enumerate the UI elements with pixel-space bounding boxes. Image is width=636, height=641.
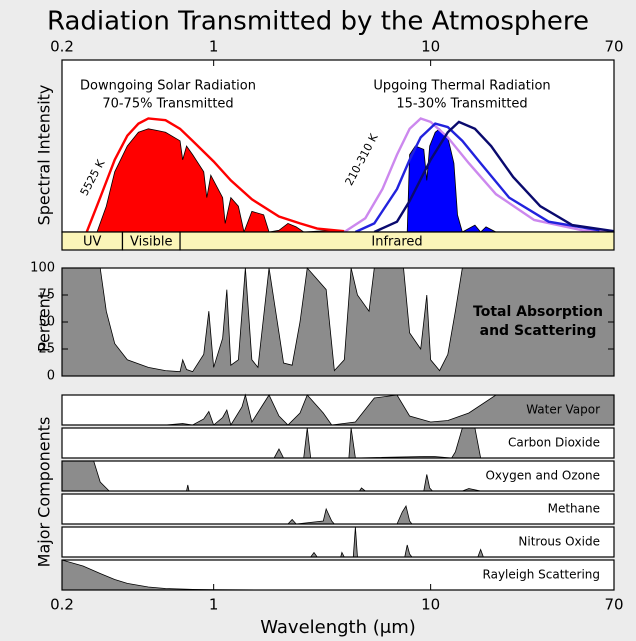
y-tick-label: 25 [38, 342, 55, 357]
line [373, 120, 615, 234]
component-label: Rayleigh Scattering [483, 568, 600, 582]
x-tick-label: 1 [209, 38, 219, 56]
y-tick-label: 100 [30, 261, 55, 276]
panel [62, 560, 614, 590]
y-tick-label: 0 [47, 369, 55, 384]
annotation: Downgoing Solar Radiation [80, 79, 256, 94]
x-axis-label: Wavelength (μm) [260, 617, 416, 638]
band-label: Visible [130, 235, 172, 250]
annotation: and Scattering [480, 323, 597, 339]
x-tick-label: 0.2 [50, 596, 74, 614]
band-label: Infrared [371, 235, 422, 250]
x-tick-label: 70 [604, 38, 623, 56]
y-axis-label: Major Components [35, 417, 54, 568]
y-axis-label: Spectral Intensity [35, 85, 54, 226]
annotation: Upgoing Thermal Radiation [373, 79, 550, 94]
panel-frame [61, 493, 615, 525]
panel-frame [61, 460, 615, 492]
panel [62, 494, 614, 524]
panel [62, 461, 614, 491]
x-tick-label: 10 [421, 38, 440, 56]
x-tick-label: 1 [209, 596, 219, 614]
annotation: 70-75% Transmitted [102, 97, 233, 112]
component-label: Oxygen and Ozone [485, 469, 600, 483]
component-label: Methane [548, 502, 600, 516]
component-label: Water Vapor [526, 403, 600, 417]
y-axis-label: Percent [35, 292, 54, 352]
area [61, 267, 615, 377]
y-tick-label: 75 [38, 288, 55, 303]
band-label: UV [83, 235, 102, 250]
area [96, 128, 345, 234]
area [61, 460, 614, 492]
annotation: 15-30% Transmitted [396, 97, 527, 112]
x-tick-label: 70 [604, 596, 623, 614]
panel [62, 527, 614, 557]
panel-frame [61, 427, 615, 459]
y-tick-label: 50 [38, 315, 55, 330]
component-label: Carbon Dioxide [508, 436, 600, 450]
band [179, 231, 615, 251]
panel-frame [61, 394, 615, 426]
panel-frame [61, 559, 615, 591]
component-label: Nitrous Oxide [518, 535, 600, 549]
line [85, 117, 345, 233]
annotation: Total Absorption [473, 304, 603, 320]
line [354, 122, 600, 234]
line [343, 117, 615, 234]
x-tick-label: 10 [421, 596, 440, 614]
panel [62, 428, 614, 458]
panel-frame [61, 526, 615, 558]
chart-title: Radiation Transmitted by the Atmosphere [47, 7, 589, 37]
x-tick-label: 0.2 [50, 38, 74, 56]
